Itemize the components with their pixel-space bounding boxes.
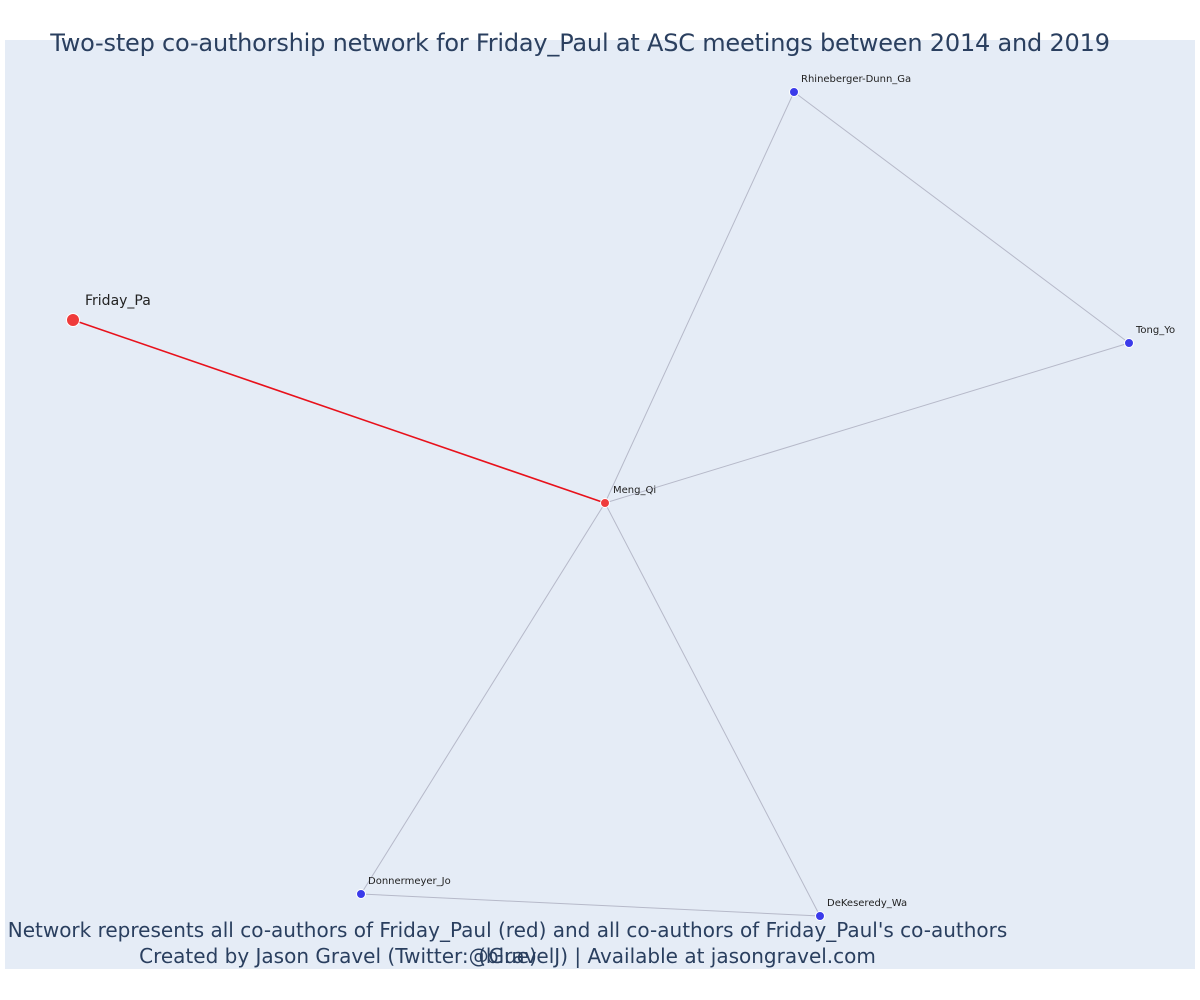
edge-layer [72,91,1130,917]
node-label-DeKeseredy_Wa: DeKeseredy_Wa [827,898,907,909]
node-DeKeseredy_Wa[interactable] [815,911,825,921]
node-label-Donnermeyer_Jo: Donnermeyer_Jo [368,876,451,887]
node-layer [66,87,1134,921]
node-label-Tong_Yo: Tong_Yo [1135,325,1175,336]
edge-Rhineberger-Dunn_Ga-Tong_Yo [793,91,1130,344]
edge-Meng_Qi-Tong_Yo [604,342,1130,504]
edge-Meng_Qi-Rhineberger-Dunn_Ga [604,91,795,504]
node-label-Friday_Pa: Friday_Pa [85,293,151,309]
edge-Meng_Qi-DeKeseredy_Wa [604,502,821,917]
chart-title: Two-step co-authorship network for Frida… [50,29,1110,57]
node-Rhineberger-Dunn_Ga[interactable] [789,87,799,97]
edge-Friday_Pa-Meng_Qi [72,319,606,504]
plot-area [5,40,1195,969]
label-layer: Friday_Pa Meng_Qi Rhineberger-Dunn_Ga Tong_… [85,74,1175,909]
caption-credits: Created by Jason Gravel (Twitter:@Gravel… [139,944,876,968]
node-Donnermeyer_Jo[interactable] [356,889,366,899]
caption-legend-note: Network represents all co-authors of Fri… [7,918,1008,968]
node-label-Meng_Qi: Meng_Qi [613,485,656,496]
edge-Meng_Qi-Donnermeyer_Jo [360,502,606,895]
node-Meng_Qi[interactable] [600,498,610,508]
node-label-Rhineberger-Dunn_Ga: Rhineberger-Dunn_Ga [801,74,911,85]
node-Tong_Yo[interactable] [1124,338,1134,348]
edge-Donnermeyer_Jo-DeKeseredy_Wa [360,893,821,917]
node-Friday_Pa[interactable] [66,313,80,327]
